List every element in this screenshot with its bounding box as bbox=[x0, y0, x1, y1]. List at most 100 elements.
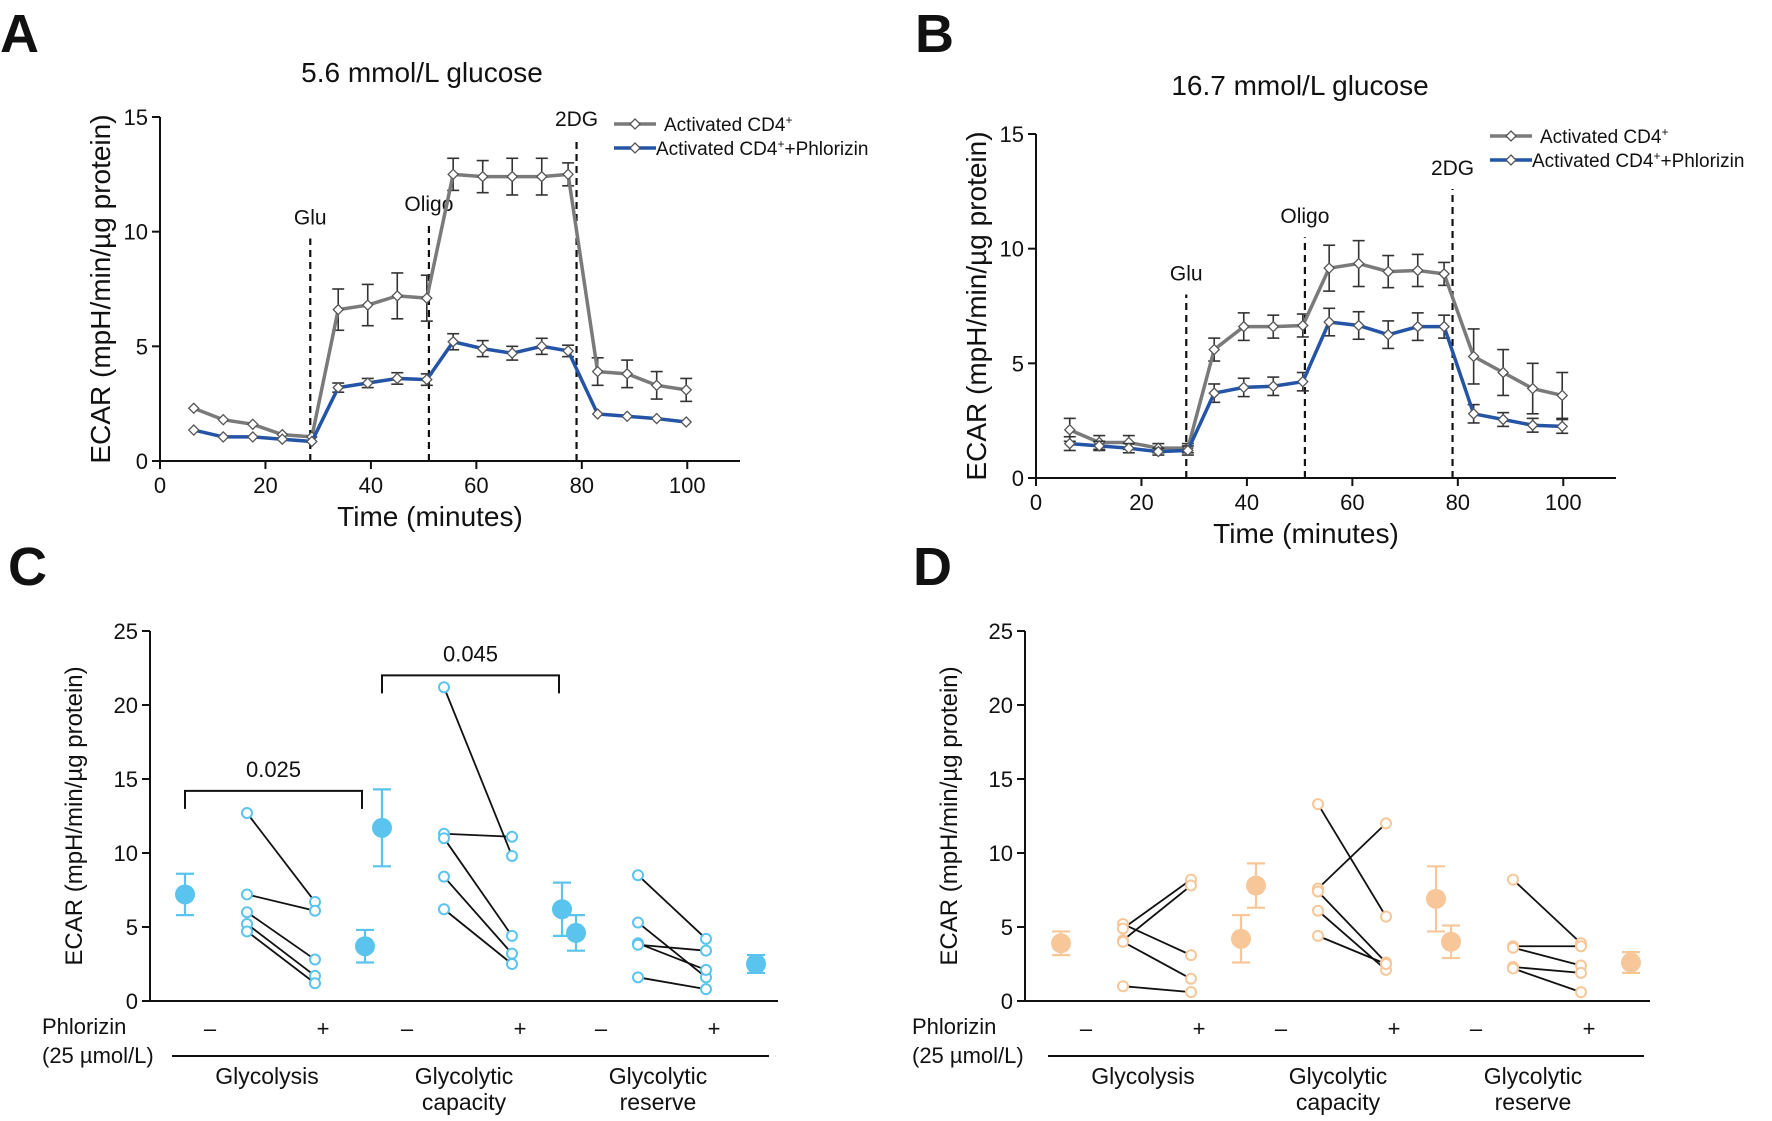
data-point bbox=[1323, 262, 1336, 275]
treatment-plus-label: + bbox=[1193, 1016, 1206, 1041]
x-tick-label: 0 bbox=[154, 473, 166, 498]
data-point bbox=[1382, 265, 1395, 278]
paired-point-minus bbox=[1312, 885, 1324, 898]
data-point bbox=[1208, 387, 1221, 400]
data-point bbox=[187, 424, 200, 436]
y-tick-label: 0 bbox=[1001, 989, 1013, 1014]
mean-dot-plus bbox=[355, 936, 375, 957]
pair-line bbox=[443, 837, 513, 937]
data-point bbox=[1296, 319, 1309, 332]
data-point bbox=[1556, 389, 1569, 402]
y-tick-label: 0 bbox=[1012, 466, 1024, 491]
x-tick-label: 100 bbox=[669, 473, 706, 498]
paired-point-minus bbox=[438, 681, 450, 694]
group-glycolytic-capacity-label: Glycolytic bbox=[415, 1063, 513, 1089]
paired-point-plus bbox=[1185, 972, 1197, 985]
paired-point-minus bbox=[632, 869, 644, 882]
data-point bbox=[420, 292, 433, 305]
data-point bbox=[1497, 413, 1510, 426]
mean-dot-plus bbox=[1426, 888, 1446, 909]
data-point bbox=[680, 383, 693, 396]
paired-point-minus bbox=[1117, 935, 1129, 948]
treatment-plus-label: + bbox=[708, 1016, 721, 1041]
phlorizin-row-label: (25 µmol/L) bbox=[912, 1043, 1024, 1068]
y-tick-label: 15 bbox=[1000, 122, 1024, 147]
data-point bbox=[361, 377, 374, 389]
data-point bbox=[391, 372, 404, 385]
mean-dot-plus bbox=[1231, 928, 1251, 949]
paired-point-plus bbox=[700, 983, 712, 996]
x-axis-label: Time (minutes) bbox=[1213, 518, 1399, 549]
mean-dot-minus bbox=[1246, 875, 1266, 896]
paired-point-minus bbox=[241, 807, 253, 820]
legend-label: Activated CD4+ bbox=[1540, 125, 1668, 148]
paired-point-plus bbox=[309, 977, 321, 990]
panel-letter-c: C bbox=[8, 537, 47, 597]
data-point bbox=[1526, 419, 1539, 432]
data-point bbox=[621, 367, 634, 380]
pair-line bbox=[1122, 923, 1192, 956]
y-axis-label: ECAR (mpH/min/µg protein) bbox=[85, 114, 116, 463]
paired-point-minus bbox=[438, 832, 450, 845]
pair-line bbox=[1122, 884, 1192, 942]
data-point bbox=[1411, 320, 1424, 333]
series-line-phlorizin bbox=[193, 339, 687, 444]
paired-point-minus bbox=[632, 938, 644, 951]
group-glycolytic-capacity-label: Glycolytic bbox=[1289, 1063, 1387, 1089]
data-point bbox=[1467, 350, 1480, 363]
paired-point-minus bbox=[1507, 962, 1519, 975]
data-point bbox=[535, 170, 548, 183]
paired-point-minus bbox=[438, 870, 450, 883]
x-tick-label: 80 bbox=[570, 473, 594, 498]
chart-a-title: 5.6 mmol/L glucose bbox=[301, 57, 543, 88]
panel-letter-a: A bbox=[0, 4, 39, 64]
data-point bbox=[1237, 381, 1250, 394]
data-point bbox=[391, 289, 404, 302]
paired-point-minus bbox=[632, 916, 644, 929]
paired-point-plus bbox=[1380, 958, 1392, 970]
paired-point-minus bbox=[241, 888, 253, 901]
paired-point-plus bbox=[700, 944, 712, 957]
treatment-plus-label: + bbox=[1583, 1016, 1596, 1041]
pair-line bbox=[637, 874, 707, 940]
pair-line bbox=[1122, 941, 1192, 980]
mean-dot-minus bbox=[175, 884, 195, 905]
pair-line bbox=[246, 893, 316, 912]
group-glycolytic-reserve-label: reserve bbox=[620, 1089, 697, 1115]
data-point bbox=[1296, 375, 1309, 388]
data-point bbox=[1122, 442, 1135, 455]
legend-label: Activated CD4++Phlorizin bbox=[656, 137, 868, 160]
y-tick-label: 15 bbox=[114, 767, 138, 792]
data-point bbox=[591, 365, 604, 378]
mean-dot-minus bbox=[372, 817, 392, 838]
paired-point-minus bbox=[241, 925, 253, 938]
pair-line bbox=[1317, 822, 1387, 890]
y-tick-label: 15 bbox=[124, 105, 148, 130]
legend-label: Activated CD4+ bbox=[664, 113, 792, 136]
pair-line bbox=[637, 976, 707, 991]
pair-line bbox=[246, 812, 316, 903]
paired-point-plus bbox=[1380, 817, 1392, 830]
data-point bbox=[1093, 439, 1106, 452]
pair-line bbox=[1122, 985, 1192, 994]
injection-label-oligo: Oligo bbox=[404, 193, 453, 216]
treatment-plus-label: + bbox=[317, 1016, 330, 1041]
data-point bbox=[1152, 445, 1165, 458]
chart-b-title: 16.7 mmol/L glucose bbox=[1171, 70, 1428, 101]
group-glycolytic-capacity-label: capacity bbox=[1296, 1089, 1381, 1115]
x-tick-label: 20 bbox=[253, 473, 277, 498]
series-line-phlorizin bbox=[1069, 320, 1563, 454]
pair-line bbox=[1512, 878, 1582, 944]
group-glycolysis-label: Glycolysis bbox=[215, 1063, 319, 1089]
pair-line bbox=[246, 923, 316, 977]
mean-dot-plus bbox=[1621, 952, 1641, 973]
data-point bbox=[1237, 320, 1250, 333]
pair-line bbox=[1122, 878, 1192, 930]
data-point bbox=[535, 340, 548, 353]
paired-point-plus bbox=[309, 953, 321, 966]
data-point bbox=[1467, 407, 1480, 420]
pair-line bbox=[1512, 946, 1582, 967]
group-glycolytic-capacity-label: capacity bbox=[422, 1089, 507, 1115]
p-value-label: 0.025 bbox=[246, 757, 301, 782]
